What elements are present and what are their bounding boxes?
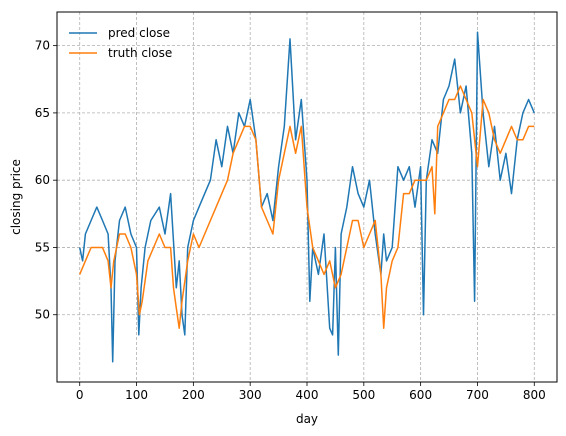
x-tick-label: 800	[523, 388, 546, 402]
series-line-0	[78, 31, 535, 363]
x-axis: 0 100 200 300 400 500 600 700 800	[76, 382, 546, 402]
x-tick-label: 500	[352, 388, 375, 402]
x-axis-title: day	[296, 412, 318, 426]
x-tick-label: 100	[125, 388, 148, 402]
y-tick-label: 55	[35, 240, 50, 254]
y-tick-label: 60	[35, 173, 50, 187]
legend-label: truth close	[108, 46, 172, 60]
legend-label: pred close	[108, 26, 170, 40]
y-tick-label: 70	[35, 39, 50, 53]
series-line-1	[79, 85, 535, 329]
x-tick-label: 400	[296, 388, 319, 402]
x-tick-label: 200	[182, 388, 205, 402]
series-layer	[78, 31, 535, 363]
x-tick-label: 0	[76, 388, 84, 402]
y-tick-label: 50	[35, 308, 50, 322]
y-tick-label: 65	[35, 106, 50, 120]
x-tick-label: 700	[466, 388, 489, 402]
x-tick-label: 600	[409, 388, 432, 402]
legend: pred close truth close	[69, 26, 172, 60]
y-axis-title: closing price	[9, 159, 23, 235]
y-axis: 50 55 60 65 70	[35, 39, 57, 322]
x-tick-label: 300	[239, 388, 262, 402]
